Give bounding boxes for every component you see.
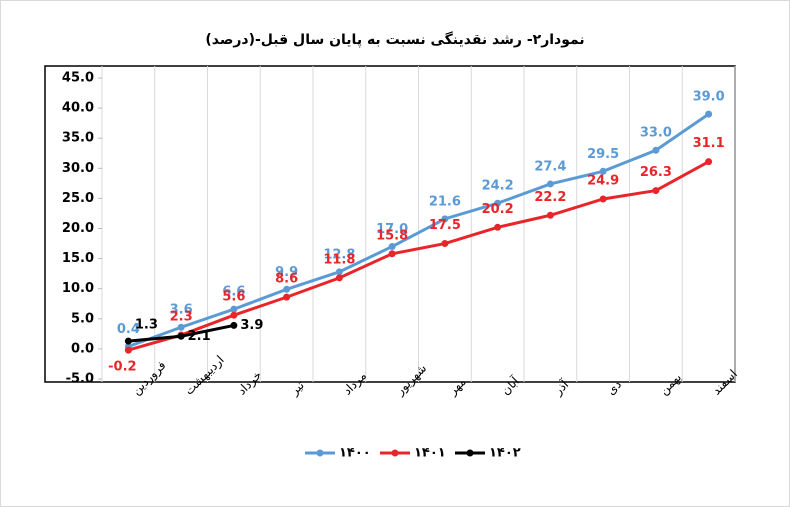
y-tick-label: 45.0 — [62, 71, 94, 86]
data-label: 29.5 — [587, 147, 619, 162]
legend-label: ۱۴۰۲ — [489, 446, 521, 461]
data-label: 2.1 — [188, 329, 211, 344]
series-line — [127, 112, 710, 348]
marker — [335, 268, 343, 276]
data-label: 6.6 — [222, 285, 245, 300]
data-label: 27.4 — [534, 159, 566, 174]
y-tick-label: 40.0 — [62, 101, 94, 116]
legend-label: ۱۴۰۱ — [414, 446, 446, 461]
data-label: 3.9 — [240, 318, 263, 333]
marker — [230, 311, 238, 319]
data-label: 33.0 — [640, 126, 672, 141]
y-tick-label: 35.0 — [62, 131, 94, 146]
data-label: 15.8 — [376, 228, 408, 243]
data-label: 26.3 — [640, 165, 672, 180]
marker — [546, 180, 554, 188]
marker — [283, 285, 291, 293]
marker — [705, 158, 713, 166]
marker — [177, 323, 185, 331]
data-label: 12.8 — [323, 247, 355, 262]
data-label: 1.3 — [135, 318, 158, 333]
marker — [230, 305, 238, 313]
legend-marker — [391, 449, 399, 457]
marker — [124, 346, 132, 354]
data-label: 39.0 — [693, 90, 725, 105]
y-tick-label: 25.0 — [62, 191, 94, 206]
data-label: 22.2 — [534, 190, 566, 205]
y-tick-label: 20.0 — [62, 221, 94, 236]
data-label: 31.1 — [693, 136, 725, 151]
marker — [441, 215, 449, 223]
y-tick-label: 10.0 — [62, 281, 94, 296]
marker — [652, 187, 660, 195]
data-label: 3.6 — [170, 303, 193, 318]
data-label: 24.9 — [587, 174, 619, 189]
y-tick-label: 5.0 — [71, 311, 94, 326]
data-label: 5.6 — [222, 290, 245, 305]
marker — [441, 240, 449, 248]
data-label: 17.5 — [429, 218, 461, 233]
marker — [546, 211, 554, 219]
y-tick-label: 15.0 — [62, 251, 94, 266]
marker — [599, 195, 607, 203]
data-label: 2.3 — [170, 310, 193, 325]
marker — [599, 167, 607, 175]
marker — [705, 110, 713, 118]
data-label: 0.4 — [117, 322, 140, 337]
y-tick-label: 0.0 — [71, 341, 94, 356]
marker — [335, 274, 343, 282]
legend-marker — [316, 449, 324, 457]
marker — [177, 332, 185, 340]
chart-title: نمودار۲- رشد نقدینگی نسبت به پایان سال ق… — [205, 31, 584, 48]
marker — [388, 250, 396, 258]
data-label: -0.2 — [108, 360, 136, 375]
data-label: 21.6 — [429, 194, 461, 209]
data-label: 24.2 — [482, 179, 514, 194]
legend-label: ۱۴۰۰ — [339, 446, 371, 461]
data-label: 9.9 — [275, 265, 298, 280]
legend-marker — [466, 449, 474, 457]
marker — [494, 223, 502, 231]
marker — [388, 243, 396, 251]
marker — [652, 146, 660, 154]
marker — [494, 199, 502, 207]
y-tick-label: -5.0 — [66, 372, 94, 387]
series-line — [127, 160, 710, 352]
marker — [230, 321, 238, 329]
marker — [124, 337, 132, 345]
data-label: 17.0 — [376, 222, 408, 237]
data-label: 20.2 — [482, 202, 514, 217]
data-label: 8.6 — [275, 272, 298, 287]
marker — [283, 293, 291, 301]
data-label: 11.8 — [323, 252, 355, 267]
y-tick-label: 30.0 — [62, 161, 94, 176]
